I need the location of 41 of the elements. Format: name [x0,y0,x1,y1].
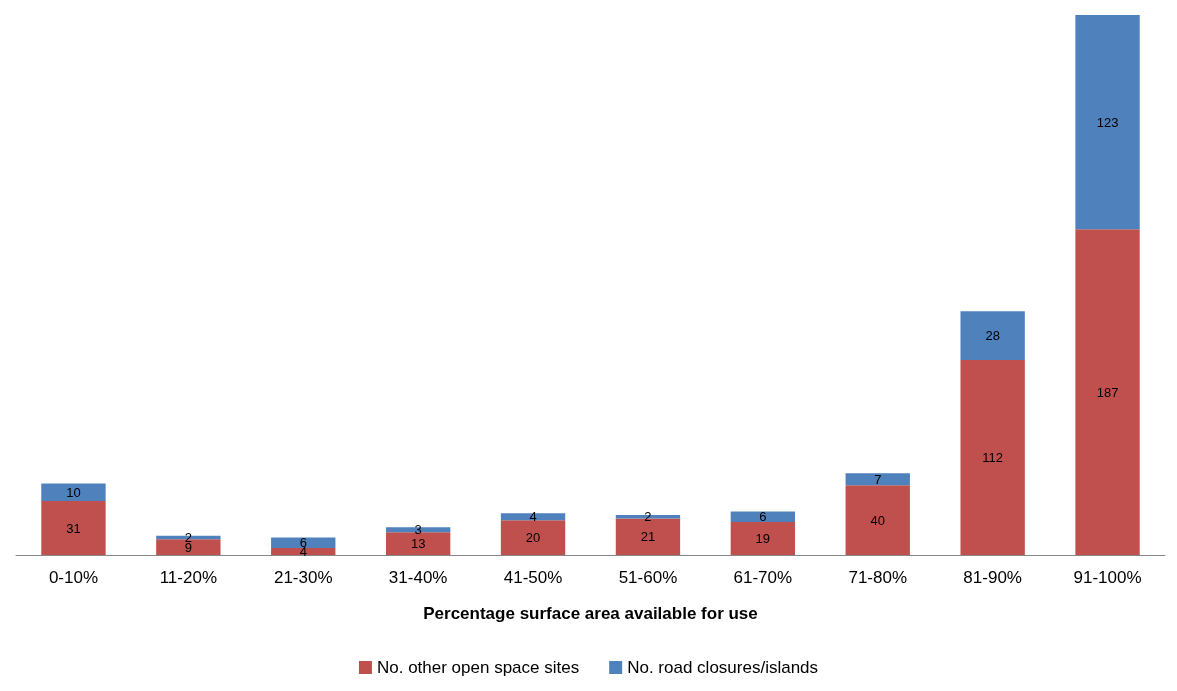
bar [385,532,451,555]
bar [1075,229,1140,555]
data-label: 7 [874,471,882,487]
bar [730,511,796,522]
data-label: 28 [985,328,1000,344]
x-tick-label: 61-70% [733,568,793,587]
bar [271,548,336,555]
x-tick-label: 71-80% [848,568,908,587]
bar [41,501,106,555]
data-label: 10 [66,484,81,500]
x-tick-label: 0-10% [48,568,99,587]
x-tick-label: 41-50% [503,568,563,587]
bar [845,485,910,555]
data-label: 187 [1096,384,1119,400]
bar [1075,15,1140,230]
x-tick-label: 21-30% [273,568,333,587]
data-label: 40 [870,512,885,528]
bar [960,311,1025,360]
bar [41,483,106,501]
data-label: 112 [982,449,1004,465]
bar [960,359,1025,555]
bar [845,473,910,486]
legend-label: No. other open space sites [376,658,580,677]
bar [500,513,566,521]
legend-label: No. road closures/islands [627,658,819,677]
data-label: 21 [640,529,656,545]
data-label: 123 [1096,114,1119,130]
x-tick-label: 81-90% [963,568,1022,587]
x-tick-label: 11-20% [159,568,218,587]
bar [500,520,566,555]
data-label: 4 [529,509,537,525]
x-axis-title: Percentage surface area available for use [423,604,758,623]
bar [730,521,796,555]
data-label: 20 [525,530,541,546]
data-label: 19 [755,530,771,546]
x-tick-label: 31-40% [388,568,448,587]
data-label: 31 [66,520,81,536]
x-tick-label: 51-60% [618,568,678,587]
data-label: 6 [759,509,767,525]
data-label: 13 [410,536,426,552]
x-tick-label: 91-100% [1073,568,1142,587]
